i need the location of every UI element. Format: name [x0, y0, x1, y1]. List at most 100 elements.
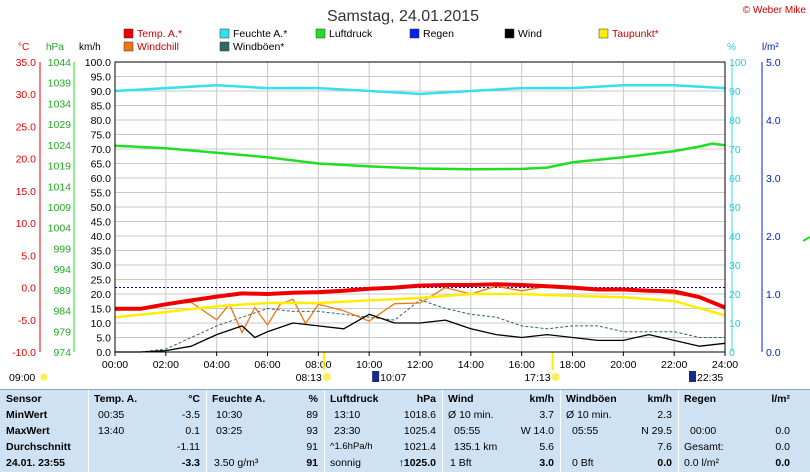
temp-min: -3.5: [181, 409, 200, 421]
wind-avg10-label: Ø 10 min.: [448, 409, 494, 421]
pressure-tick: 1044: [48, 57, 72, 69]
legend-label: Temp. A.*: [137, 28, 182, 40]
wind-max-time: 05:55: [454, 425, 481, 437]
moonrise-icon: [372, 371, 380, 382]
pressure-tick: 999: [53, 243, 71, 255]
x-tick-label: 02:00: [153, 359, 179, 371]
x-tick-label: 06:00: [254, 359, 280, 371]
humidity-tick: 90: [729, 86, 741, 98]
temp-tick: 10.0: [16, 218, 37, 230]
gust-avg10-label: Ø 10 min.: [566, 409, 612, 421]
sensor-column: Sensor MinWert MaxWert Durchschnitt 24.0…: [0, 390, 89, 472]
humidity-max: 93: [306, 425, 318, 437]
wind-bft: 1 Bft: [450, 457, 472, 469]
temp-tick: 15.0: [16, 186, 37, 198]
x-tick-label: 24:00: [712, 359, 738, 371]
temp-tick: 35.0: [16, 57, 37, 69]
legend-swatch: [504, 28, 515, 39]
sensor-header: Sensor: [6, 393, 42, 405]
moonset-icon: [688, 371, 696, 382]
wind-tick: 40.0: [91, 231, 112, 243]
temp-unit-label: °C: [18, 42, 29, 53]
temp-tick: 30.0: [16, 89, 37, 101]
series-line: [115, 313, 726, 353]
temp-avg: -1.11: [176, 441, 200, 453]
rain-tick: 5.0: [766, 57, 781, 69]
wind-run: 135.1 km: [454, 441, 498, 453]
event-time: 09:00: [9, 372, 35, 384]
wind-tick: 100.0: [85, 57, 111, 69]
wind-tick: 5.0: [96, 333, 111, 345]
wind-tick: 0.0: [96, 347, 111, 359]
humidity-tick: 20: [729, 289, 741, 301]
temp-header: Temp. A.: [94, 393, 138, 405]
rain-current-label: 0.0 l/m²: [684, 457, 720, 469]
series-layer: [114, 83, 810, 353]
temp-max-time: 13:40: [98, 425, 125, 437]
legend-swatch: [315, 28, 326, 39]
rain-max-time: 00:00: [690, 425, 717, 437]
rain-max: 0.0: [775, 425, 790, 437]
pressure-tick: 1009: [48, 202, 72, 214]
y-axis-ticks: 35.0 30.0 25.0 20.0 15.0 10.0 5.0 0.0 -5.0 -10.0 1…: [12, 57, 781, 359]
temp-tick: 0.0: [21, 283, 36, 295]
wind-tick: 45.0: [91, 217, 112, 229]
pressure-tick: 989: [53, 285, 71, 297]
x-tick-label: 04:00: [204, 359, 230, 371]
min-row-label: MinWert: [6, 409, 48, 421]
legend-label: Windchill: [137, 41, 179, 53]
gust-max-time: 05:55: [572, 425, 599, 437]
pressure-max: 1025.4: [403, 425, 436, 437]
wind-avg10: 3.7: [539, 409, 554, 421]
rain-unit-label: l/m²: [762, 42, 779, 53]
humidity-min-time: 10:30: [216, 409, 243, 421]
pressure-unit-label: hPa: [46, 42, 64, 53]
wind-unit-label: km/h: [79, 42, 101, 53]
temp-column: Temp. A. °C 00:35 -3.5 13:40 0.1 -1.11 -…: [88, 390, 207, 472]
sunset-icon: [551, 373, 560, 381]
wind-tick: 15.0: [91, 304, 112, 316]
pressure-tick: 1029: [48, 119, 72, 131]
rain-tick: 1.0: [766, 289, 781, 301]
rain-tick: 3.0: [766, 173, 781, 185]
avg-row-label: Durchschnitt: [6, 441, 71, 453]
legend-swatch: [598, 28, 609, 39]
gust-unit: km/h: [647, 393, 672, 405]
rain-tick: 4.0: [766, 115, 781, 127]
pressure-tick: 1004: [48, 223, 72, 235]
copyright-text: © Weber Mike: [743, 5, 807, 16]
humidity-tick: 80: [729, 115, 741, 127]
pressure-tick: 1034: [48, 98, 72, 110]
temp-tick: 25.0: [16, 121, 37, 133]
series-line: [114, 292, 726, 319]
x-tick-label: 22:00: [661, 359, 687, 371]
event-time: 22:35: [697, 372, 723, 384]
rain-column: Regen l/m² 00:00 0.0 Gesamt: 0.0 0.0 l/m…: [678, 390, 796, 472]
temp-tick: 20.0: [16, 154, 37, 166]
wind-tick: 55.0: [91, 188, 112, 200]
pressure-min-time: 13:10: [334, 409, 361, 421]
pressure-trend: ^1.6hPa/h: [330, 441, 373, 452]
wind-tick: 95.0: [91, 72, 112, 84]
pressure-tick: 984: [53, 306, 71, 318]
x-tick-label: 12:00: [407, 359, 433, 371]
pressure-forecast: sonnig: [330, 457, 361, 469]
humidity-abs: 3.50 g/m³: [214, 457, 259, 469]
humidity-tick: 70: [729, 144, 741, 156]
pressure-tick: 1019: [48, 161, 72, 173]
series-line: [115, 282, 726, 311]
rain-total: 0.0: [775, 441, 790, 453]
x-tick-label: 16:00: [509, 359, 535, 371]
rain-total-label: Gesamt:: [684, 441, 724, 453]
pressure-tick: 1014: [48, 181, 72, 193]
pressure-header: Luftdruck: [330, 393, 379, 405]
wind-column: Wind km/h Ø 10 min. 3.7 05:55 W 14.0 135…: [442, 390, 561, 472]
legend-swatch: [219, 41, 230, 52]
date-title: Samstag, 24.01.2015: [327, 8, 479, 25]
wind-avg: 5.6: [539, 441, 554, 453]
x-tick-label: 10:00: [356, 359, 382, 371]
wind-tick: 10.0: [91, 318, 112, 330]
humidity-min: 89: [306, 409, 318, 421]
legend-swatch: [123, 28, 134, 39]
pressure-tick: 974: [53, 347, 71, 359]
